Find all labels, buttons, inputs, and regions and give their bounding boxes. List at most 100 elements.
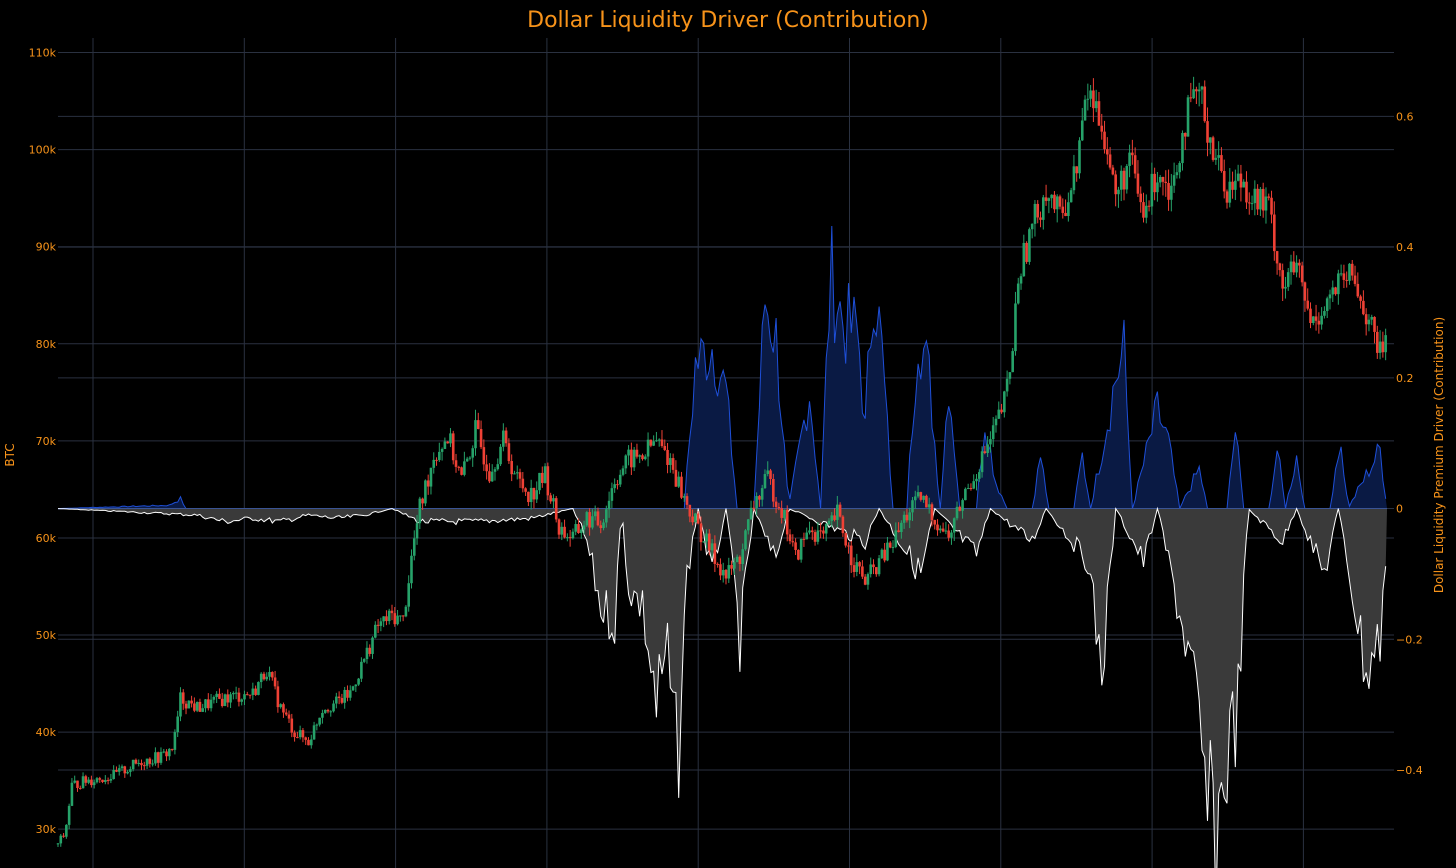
candle-body xyxy=(671,458,675,470)
candle-body xyxy=(566,537,569,539)
candle-body xyxy=(677,476,680,487)
candle-body xyxy=(1022,242,1026,277)
candle-body xyxy=(218,693,221,699)
candle-body xyxy=(529,487,533,503)
candle-body xyxy=(165,751,168,757)
candle-body xyxy=(733,562,736,569)
candle-body xyxy=(891,546,895,548)
candle-body xyxy=(1353,275,1357,284)
candle-body xyxy=(474,420,477,449)
candle-body xyxy=(557,519,561,535)
candle-body xyxy=(385,616,388,622)
candle-body xyxy=(84,776,88,783)
candle-body xyxy=(983,451,987,453)
candle-body xyxy=(465,458,469,462)
candle-body xyxy=(382,616,385,622)
candle-body xyxy=(602,522,605,529)
candle-body xyxy=(1042,197,1045,220)
candle-body xyxy=(632,449,636,468)
candle-body xyxy=(390,610,394,614)
candle-body xyxy=(65,824,68,837)
candle-body xyxy=(156,752,160,763)
candle-body xyxy=(1359,296,1362,301)
candle-body xyxy=(1317,320,1321,325)
candle-body xyxy=(1064,212,1067,217)
candle-body xyxy=(1378,341,1382,353)
candle-body xyxy=(1284,286,1287,289)
candle-body xyxy=(708,533,711,551)
candle-body xyxy=(657,439,661,441)
candle-body xyxy=(1325,298,1329,312)
btc-candles xyxy=(56,76,1387,847)
candle-body xyxy=(226,694,230,703)
candle-body xyxy=(1195,89,1198,92)
candle-body xyxy=(1003,391,1006,413)
candle-body xyxy=(1008,372,1012,379)
candle-body xyxy=(922,495,925,500)
candle-body xyxy=(1089,90,1092,99)
candle-body xyxy=(518,472,522,479)
candle-body xyxy=(1053,194,1056,210)
candle-body xyxy=(446,441,449,444)
liquidity-negative-area xyxy=(57,506,1388,868)
candle-body xyxy=(610,488,614,501)
candle-body xyxy=(902,514,906,523)
candle-body xyxy=(1334,287,1337,295)
candle-body xyxy=(1150,173,1154,207)
candle-body xyxy=(1356,283,1360,297)
candle-body xyxy=(198,701,202,712)
candle-body xyxy=(451,433,455,461)
candle-body xyxy=(129,769,132,772)
candle-body xyxy=(844,533,847,546)
candle-body xyxy=(435,459,438,461)
candle-body xyxy=(735,556,739,563)
candle-body xyxy=(950,532,953,538)
candle-body xyxy=(151,763,154,765)
candle-body xyxy=(1122,170,1126,190)
candle-body xyxy=(1264,196,1268,211)
candle-body xyxy=(412,538,416,556)
candle-body xyxy=(582,525,586,530)
candle-body xyxy=(287,714,291,719)
candle-body xyxy=(1147,205,1151,207)
candle-body xyxy=(627,449,630,456)
candle-body xyxy=(438,451,441,461)
candle-body xyxy=(861,566,864,577)
candle-body xyxy=(90,779,93,786)
candle-body xyxy=(399,615,402,617)
candle-body xyxy=(463,461,466,475)
candle-body xyxy=(343,689,346,703)
candle-body xyxy=(476,420,480,430)
candle-body xyxy=(1384,335,1387,353)
candle-body xyxy=(1086,98,1090,100)
candle-body xyxy=(989,439,992,445)
candle-body xyxy=(630,449,633,468)
candle-body xyxy=(986,444,989,453)
candle-body xyxy=(1364,314,1368,325)
candle-body xyxy=(1175,172,1179,176)
candle-body xyxy=(1114,174,1117,195)
candle-body xyxy=(112,769,115,779)
candle-body xyxy=(460,467,463,475)
candle-body xyxy=(117,768,121,772)
candle-body xyxy=(777,506,781,509)
candle-body xyxy=(479,429,483,448)
candle-body xyxy=(496,464,500,470)
candle-body xyxy=(1119,170,1123,190)
candle-body xyxy=(858,562,861,567)
candle-body xyxy=(410,555,413,584)
candle-body xyxy=(507,443,511,462)
candle-body xyxy=(126,771,129,774)
candle-body xyxy=(991,425,995,440)
candle-body xyxy=(284,712,288,715)
candle-body xyxy=(866,574,870,585)
candle-body xyxy=(1295,262,1298,273)
candle-body xyxy=(1047,198,1051,201)
candle-body xyxy=(1039,217,1042,220)
candle-body xyxy=(109,778,113,781)
candle-body xyxy=(190,700,193,704)
candle-body xyxy=(702,541,706,543)
candle-body xyxy=(710,543,714,551)
candle-body xyxy=(1019,276,1023,284)
candle-body xyxy=(649,439,653,446)
